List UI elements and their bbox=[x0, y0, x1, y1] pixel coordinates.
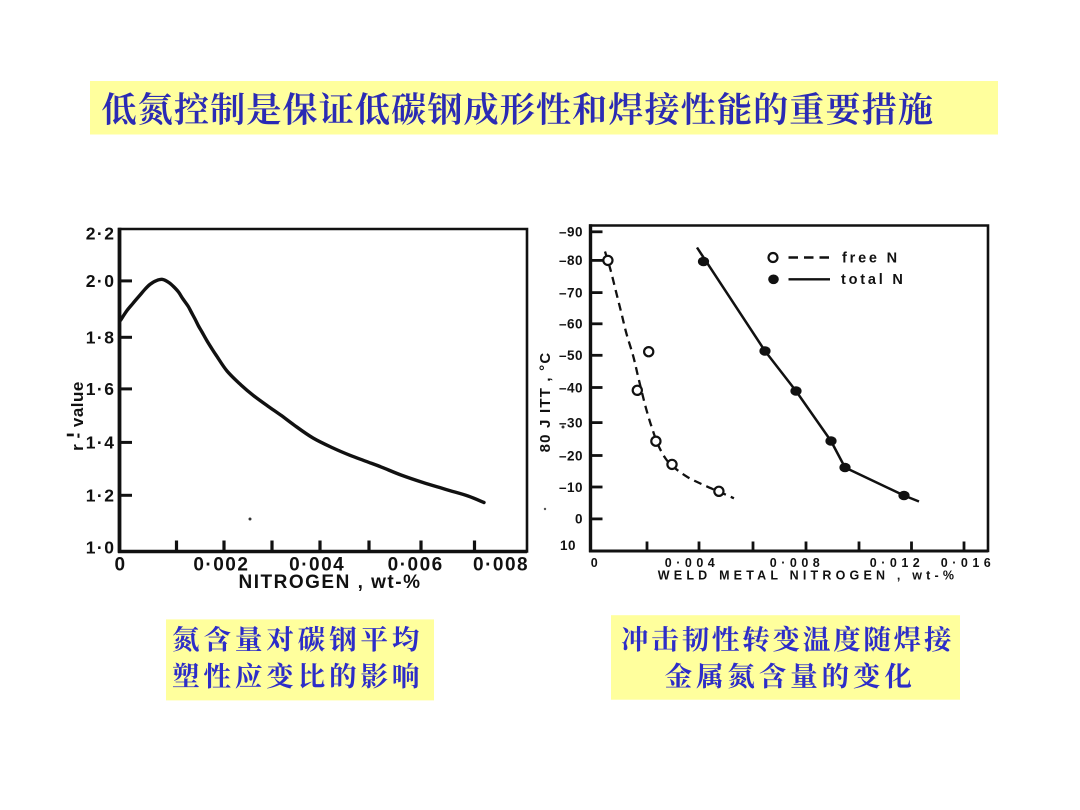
svg-text:0·002: 0·002 bbox=[193, 555, 249, 576]
svg-text:r - value: r - value bbox=[68, 381, 87, 451]
svg-text:0·004: 0·004 bbox=[665, 556, 719, 570]
svg-text:10: 10 bbox=[560, 538, 576, 553]
svg-text:–50: –50 bbox=[559, 348, 583, 363]
svg-text:1·6: 1·6 bbox=[86, 379, 116, 399]
svg-text:0·008: 0·008 bbox=[770, 556, 824, 570]
svg-text:NITROGEN , wt-%: NITROGEN , wt-% bbox=[239, 572, 422, 593]
svg-text:1·4: 1·4 bbox=[86, 433, 116, 453]
svg-text:0·004: 0·004 bbox=[289, 555, 345, 576]
svg-text:–10: –10 bbox=[559, 480, 583, 495]
svg-text:2·0: 2·0 bbox=[86, 271, 116, 291]
svg-text:total N: total N bbox=[841, 272, 906, 288]
svg-text:–70: –70 bbox=[559, 285, 583, 300]
svg-text:0·008: 0·008 bbox=[473, 555, 529, 576]
svg-text:0: 0 bbox=[114, 555, 126, 576]
svg-text:2·2: 2·2 bbox=[86, 224, 116, 244]
svg-text:80 J ITT , °C: 80 J ITT , °C bbox=[537, 352, 554, 453]
svg-text:0·016: 0·016 bbox=[941, 556, 995, 570]
svg-text:0·006: 0·006 bbox=[388, 555, 444, 576]
svg-text:–20: –20 bbox=[559, 448, 583, 463]
svg-text:–40: –40 bbox=[559, 380, 583, 395]
svg-text:–60: –60 bbox=[559, 317, 583, 332]
svg-text:–90: –90 bbox=[559, 225, 583, 240]
svg-text:1·2: 1·2 bbox=[86, 485, 116, 505]
svg-text:–80: –80 bbox=[559, 253, 583, 268]
svg-text:0: 0 bbox=[575, 512, 583, 527]
svg-text:–30: –30 bbox=[559, 415, 583, 430]
svg-text:1·8: 1·8 bbox=[86, 327, 116, 347]
svg-text:1·0: 1·0 bbox=[86, 537, 116, 557]
svg-text:WELD METAL NITROGEN , wt-%: WELD METAL NITROGEN , wt-% bbox=[658, 569, 958, 583]
svg-text:0·012: 0·012 bbox=[870, 556, 924, 570]
svg-text:free N: free N bbox=[842, 250, 900, 266]
svg-text:0: 0 bbox=[591, 556, 602, 570]
